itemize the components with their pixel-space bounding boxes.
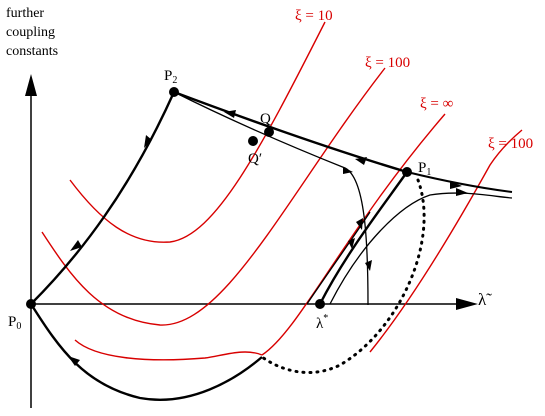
- flow-thin-right-branch: [329, 192, 513, 305]
- arrow-p1-p2-left: [224, 110, 236, 118]
- flow-thin-left-branch: [306, 211, 371, 305]
- arrow-thin-qprime: [343, 167, 353, 174]
- y-axis-title-line-1: further: [6, 6, 45, 21]
- flow-dotted: [260, 178, 426, 374]
- flow-p0-p2: [30, 91, 176, 305]
- arrow-bottom: [68, 356, 80, 366]
- label-p1: P1: [418, 160, 431, 178]
- xi-100-right-curve: [369, 129, 523, 353]
- flow-p1-right: [406, 171, 513, 193]
- point-q-prime: [248, 136, 258, 146]
- arrow-p0-p2-lower: [70, 240, 82, 251]
- x-axis-label: λ̃: [478, 290, 492, 309]
- xi-inf-label: ξ = ∞: [420, 96, 453, 112]
- arrow-thin-left: [348, 238, 355, 249]
- label-p0: P0: [8, 314, 21, 332]
- label-p2: P2: [164, 68, 177, 86]
- xi-100-upper-curve: [41, 67, 386, 326]
- point-p1: [402, 167, 412, 177]
- flow-p0-bottom: [29, 303, 263, 401]
- flow-thin-p2-qprime: [173, 91, 369, 306]
- arrow-lambda-p1: [356, 218, 363, 230]
- point-lambda-star: [315, 299, 325, 309]
- arrow-p0-p2-upper: [144, 135, 152, 148]
- xi-inf-curve: [74, 113, 446, 361]
- xi-curves: [41, 21, 523, 361]
- label-lambda-star: λ*: [316, 313, 328, 332]
- y-axis-title-line-2: coupling: [6, 25, 55, 40]
- fixed-points: [26, 87, 412, 309]
- label-q-prime: Q′: [248, 151, 262, 167]
- y-axis-title-line-3: constants: [6, 44, 59, 59]
- y-axis-arrowhead: [25, 74, 37, 96]
- xi-100-right-label: ξ = 100: [488, 136, 533, 152]
- flow-p1-p2: [173, 90, 408, 174]
- point-q: [264, 127, 274, 137]
- arrow-p1-p2-right: [355, 157, 367, 165]
- x-axis-arrowhead: [456, 298, 478, 310]
- arrow-thin-right: [365, 260, 372, 271]
- y-axis-title: further coupling constants: [6, 4, 58, 61]
- label-q: Q: [260, 111, 271, 127]
- arrow-p1-right: [450, 181, 462, 189]
- point-p2: [169, 87, 179, 97]
- flow-lambda-p1: [318, 171, 408, 305]
- arrow-thin-far-right: [456, 188, 468, 196]
- xi-100-upper-label: ξ = 100: [365, 55, 410, 71]
- xi-10-label: ξ = 10: [295, 8, 333, 24]
- point-p0: [26, 299, 36, 309]
- flow-arrows: [68, 110, 468, 366]
